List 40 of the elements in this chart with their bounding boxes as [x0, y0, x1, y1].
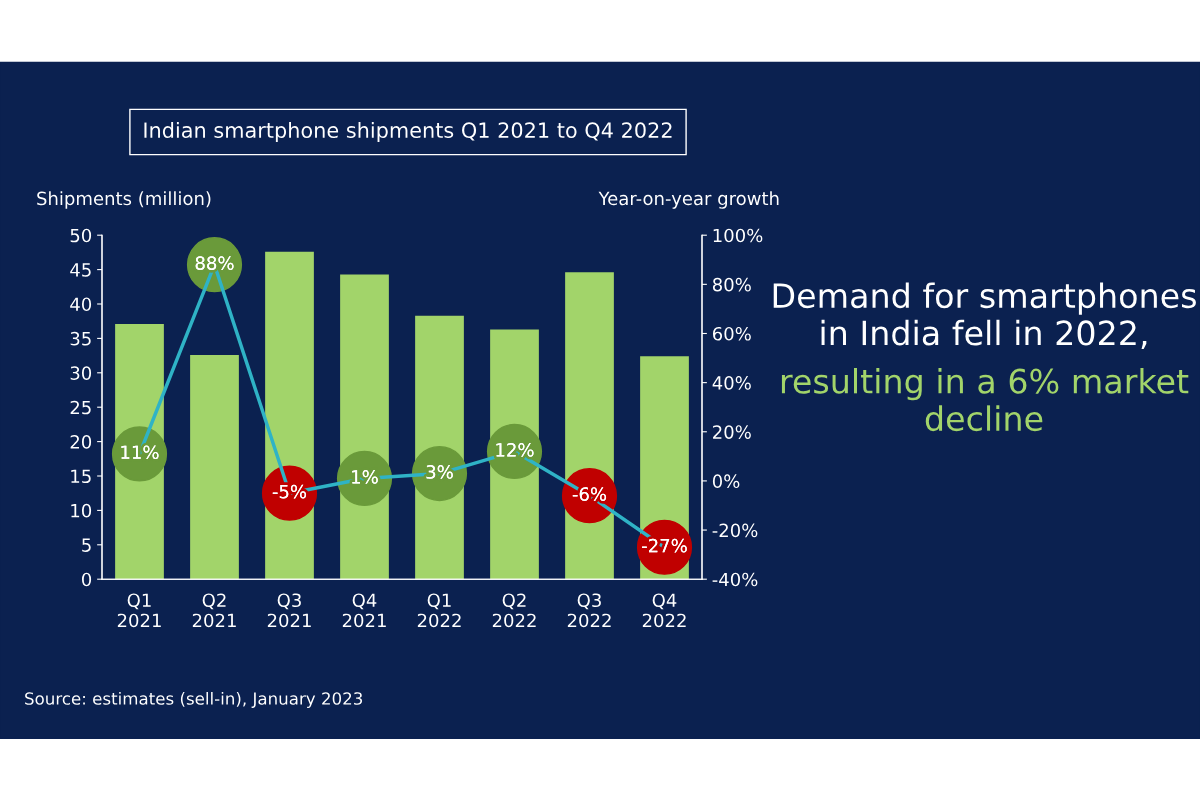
y2-tick-label: -20%	[712, 523, 758, 538]
y-tick-label: 10	[71, 503, 92, 518]
y2-tick-label: 20%	[713, 425, 751, 439]
x-tick-label: Q4 2022	[642, 593, 686, 628]
data-label: 1%	[352, 470, 378, 484]
data-label: 3%	[426, 465, 453, 479]
y-tick-label: 50	[70, 228, 92, 243]
y2-tick-label: -40%	[712, 572, 758, 587]
text: Demand for smartphones in India fell in 2022,	[773, 282, 1196, 349]
source-note: Source: estimates (sell-in), January 2023	[25, 691, 363, 709]
x-tick-label: Q1 2021	[117, 593, 161, 628]
y-tick-label: 0	[81, 572, 92, 587]
chart-title: Indian smartphone shipments Q1 2021 to Q4 2022	[144, 121, 672, 143]
y-tick-label: 30	[70, 366, 92, 380]
data-label: -5%	[272, 484, 307, 499]
data-label: 12%	[496, 443, 534, 457]
y-tick-label: 15	[71, 469, 91, 484]
x-tick-label: Q3 2022	[567, 593, 611, 628]
x-tick-label: Q2 2021	[192, 593, 236, 628]
y-tick-label: 40	[70, 297, 92, 312]
x-tick-label: Q4 2021	[342, 593, 386, 628]
y2-tick-label: 60%	[712, 326, 751, 341]
data-label: 88%	[195, 256, 234, 270]
data-label: -27%	[642, 538, 687, 553]
x-tick-label: Q2 2022	[492, 593, 536, 628]
y2-tick-label: 0%	[712, 474, 740, 489]
y2-tick-label: 40%	[712, 376, 751, 390]
y-tick-label: 35	[70, 331, 91, 346]
y-axis-title: Shipments (million)	[37, 191, 211, 209]
y2-tick-label: 80%	[712, 277, 751, 292]
x-tick-label: Q1 2022	[417, 593, 461, 628]
bar	[190, 354, 239, 580]
x-tick-label: Q3 2021	[267, 593, 311, 628]
y-tick-label: 45	[70, 263, 91, 277]
y2-tick-label: 100%	[713, 228, 763, 243]
y-tick-label: 20	[70, 435, 92, 449]
y-tick-label: 5	[82, 538, 91, 552]
text: resulting in a 6% market decline	[781, 368, 1189, 432]
y2-axis-title: Year-on-year growth	[598, 191, 779, 209]
y-tick-label: 25	[70, 400, 91, 415]
